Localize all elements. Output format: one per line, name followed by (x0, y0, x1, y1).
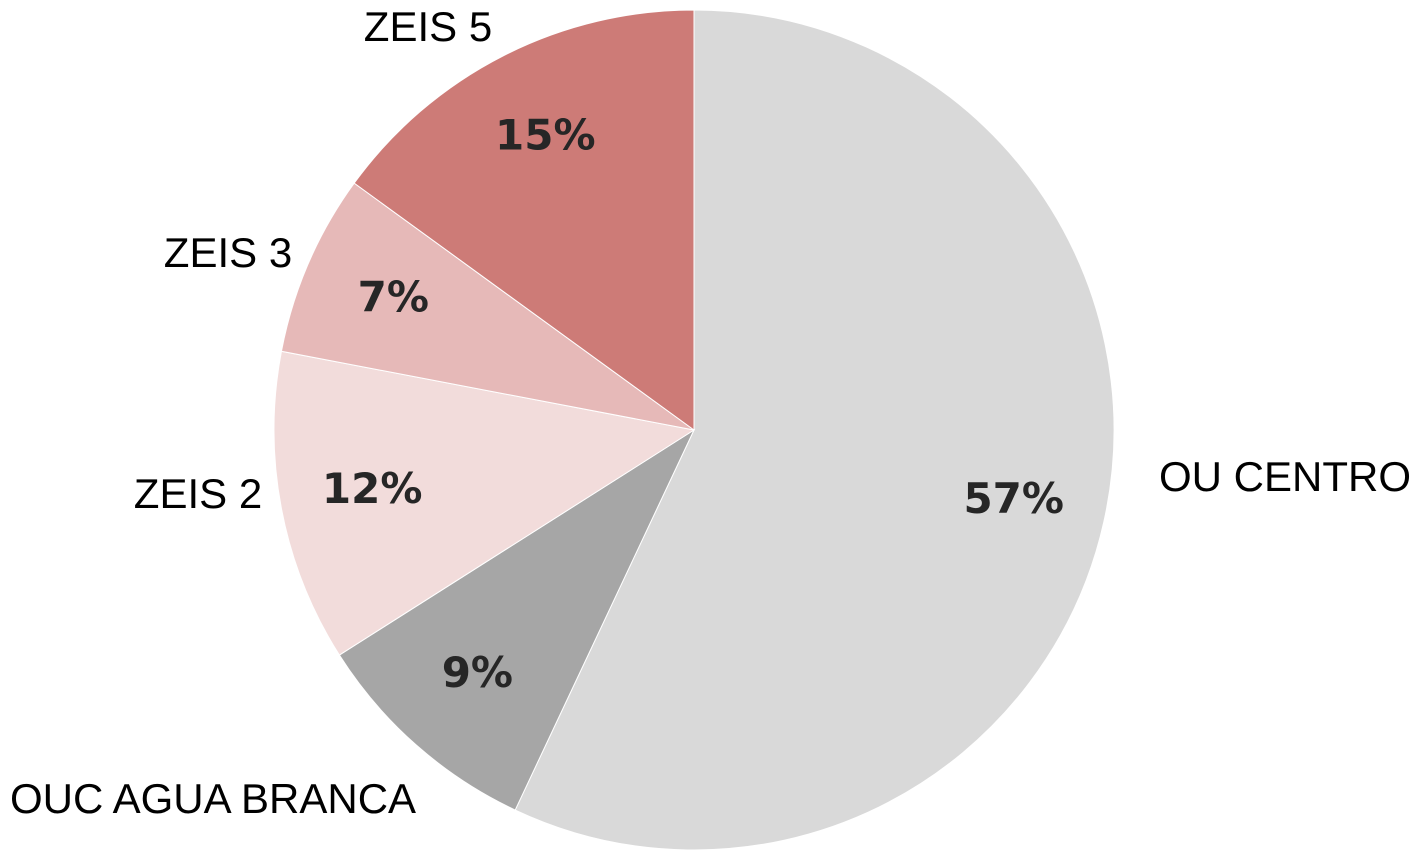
slice-category-label: ZEIS 2 (134, 470, 262, 517)
slice-value-label: 57% (963, 474, 1064, 523)
slice-category-label: ZEIS 5 (364, 3, 492, 50)
pie-slice (514, 9, 1115, 851)
slice-value-label: 12% (322, 464, 423, 513)
pie-slice (353, 9, 695, 431)
slice-value-label: 9% (442, 648, 513, 697)
pie-slice (338, 428, 696, 811)
pie-slice (280, 182, 695, 431)
slice-category-label: OU CENTRO (1159, 453, 1411, 500)
pie-slice (273, 350, 696, 656)
slice-category-label: OUC AGUA BRANCA (10, 775, 416, 822)
slice-value-label: 15% (495, 111, 596, 160)
slice-value-label: 7% (358, 272, 429, 321)
slice-category-label: ZEIS 3 (164, 229, 292, 276)
